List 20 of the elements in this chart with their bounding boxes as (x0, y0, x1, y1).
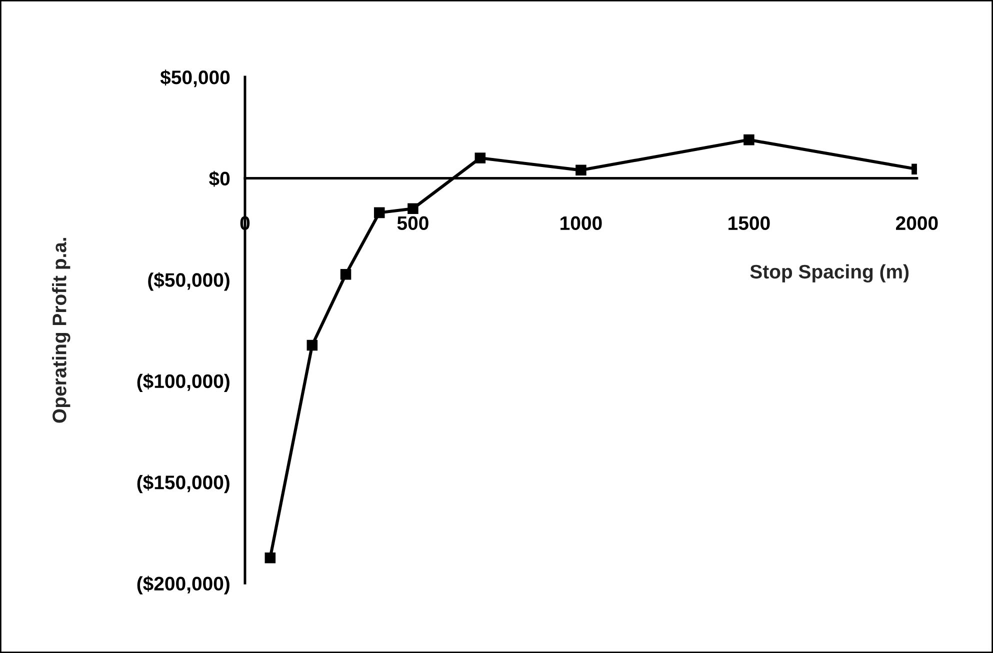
point (264, 552, 276, 564)
y-axis-title: Operating Profit p.a. (52, 238, 70, 423)
y-tick-label: ($50,000) (148, 272, 230, 291)
point (408, 203, 418, 214)
x-axis-title: Stop Spacing (m) (750, 264, 909, 283)
point (374, 207, 385, 218)
x-tick-label: 500 (397, 216, 428, 230)
x-tick-label: 1500 (728, 216, 770, 230)
y-tick-label: ($150,000) (137, 474, 230, 494)
x-tick-label: 1000 (560, 216, 602, 230)
y-tick-label: ($200,000) (137, 576, 230, 594)
y-tick-label: $0 (209, 170, 230, 187)
x-tick-label: 2000 (896, 216, 938, 230)
point (474, 152, 486, 164)
y-tick-label: ($100,000) (137, 373, 230, 392)
point (306, 340, 318, 351)
point (576, 164, 586, 176)
point (744, 134, 754, 146)
y-tick-label: $50,000 (160, 70, 230, 88)
point (340, 269, 352, 280)
